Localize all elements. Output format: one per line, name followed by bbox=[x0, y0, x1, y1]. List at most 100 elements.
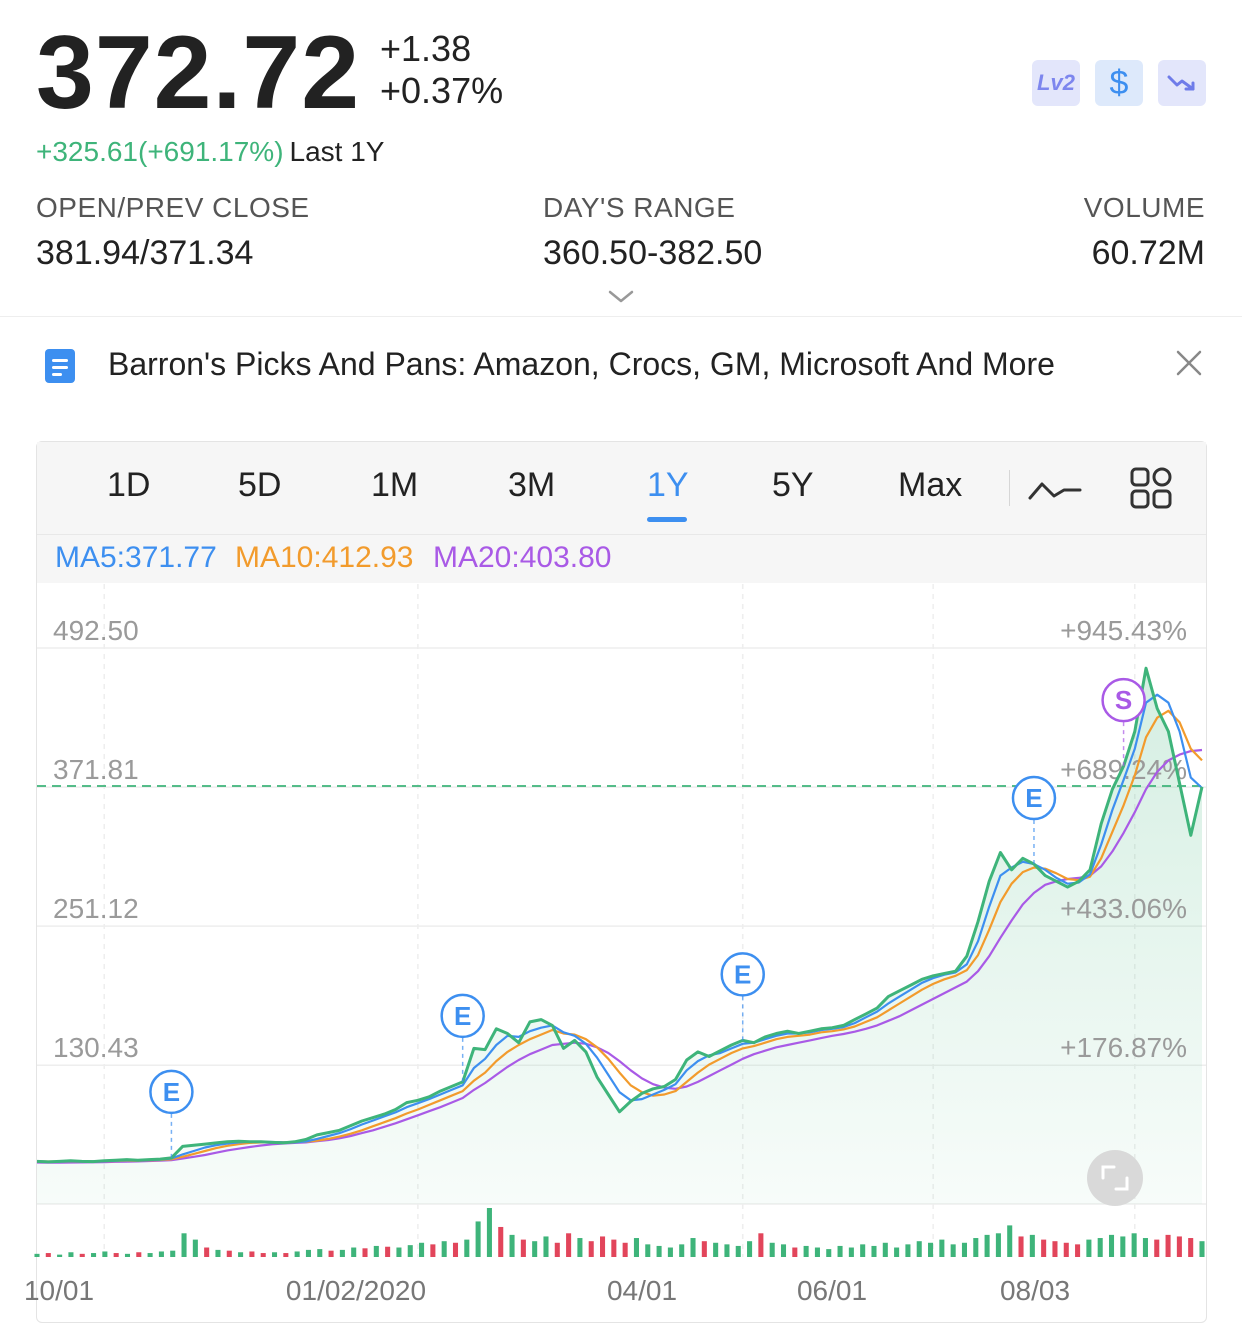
earnings-marker[interactable] bbox=[440, 993, 485, 1039]
volume-bar bbox=[339, 1249, 345, 1257]
volume-bar bbox=[419, 1242, 425, 1257]
chevron-down-icon bbox=[608, 290, 634, 303]
volume-bar bbox=[79, 1253, 85, 1257]
days-range-label: DAY'S RANGE bbox=[543, 192, 736, 223]
volume-bar bbox=[1041, 1239, 1047, 1257]
volume-bar bbox=[916, 1241, 922, 1257]
earnings-marker[interactable] bbox=[149, 1069, 194, 1115]
volume-bar bbox=[158, 1251, 164, 1257]
moving-average-legend: MA5:371.77 MA10:412.93 MA20:403.80 bbox=[37, 535, 1206, 583]
volume-bar bbox=[45, 1253, 51, 1257]
volume-bar bbox=[1199, 1241, 1205, 1257]
x-axis-label: 08/03 bbox=[1000, 1275, 1070, 1306]
earnings-marker-label: E bbox=[1025, 783, 1042, 813]
tab-5y[interactable]: 5Y bbox=[772, 466, 814, 504]
volume-bar bbox=[1063, 1242, 1069, 1257]
volume-bar bbox=[679, 1244, 685, 1257]
volume-bar bbox=[928, 1242, 934, 1257]
volume-bar bbox=[181, 1233, 187, 1257]
volume-bar bbox=[226, 1250, 232, 1257]
open-prev-close-label: OPEN/PREV CLOSE bbox=[36, 192, 310, 223]
volume-bar bbox=[1097, 1238, 1103, 1257]
volume-bar bbox=[973, 1238, 979, 1257]
volume-bar bbox=[68, 1252, 74, 1257]
trend-button[interactable] bbox=[1158, 60, 1206, 106]
volume-bar bbox=[1018, 1236, 1024, 1257]
volume-bar bbox=[1176, 1236, 1182, 1257]
indicator-line-icon[interactable] bbox=[1027, 470, 1083, 506]
split-marker[interactable] bbox=[1101, 677, 1146, 723]
y-axis-label: 130.43 bbox=[53, 1032, 139, 1063]
earnings-marker[interactable] bbox=[720, 952, 765, 997]
price-chart[interactable]: 492.50 371.81 251.12 130.43 +945.43% +689.24%… bbox=[24, 584, 1206, 1322]
volume-bar bbox=[1131, 1233, 1137, 1257]
open-prev-close-value: 381.94/371.34 bbox=[36, 234, 254, 272]
news-banner[interactable]: Barron's Picks And Pans: Amazon, Crocs, … bbox=[0, 320, 1242, 410]
volume-bar bbox=[735, 1245, 741, 1257]
fullscreen-button[interactable] bbox=[1087, 1150, 1143, 1206]
volume-bar bbox=[701, 1241, 707, 1257]
volume-bar bbox=[362, 1248, 368, 1257]
volume-bar bbox=[1007, 1225, 1013, 1257]
news-headline[interactable]: Barron's Picks And Pans: Amazon, Crocs, … bbox=[108, 346, 1055, 382]
tab-1d[interactable]: 1D bbox=[107, 466, 151, 504]
tab-1y[interactable]: 1Y bbox=[647, 466, 689, 504]
dollar-button[interactable]: $ bbox=[1095, 60, 1143, 106]
price-area-fill bbox=[37, 668, 1202, 1204]
volume-bar bbox=[464, 1239, 470, 1257]
volume-bar bbox=[170, 1250, 176, 1257]
volume-bar bbox=[769, 1242, 775, 1257]
volume-bar bbox=[452, 1242, 459, 1257]
tab-1m[interactable]: 1M bbox=[371, 466, 419, 504]
volume-bar bbox=[713, 1242, 719, 1257]
volume-bar bbox=[905, 1244, 911, 1257]
volume-bar bbox=[1188, 1238, 1194, 1257]
level2-label: Lv2 bbox=[1037, 70, 1075, 95]
active-tab-indicator bbox=[647, 517, 687, 522]
quote-header: 372.72 +1.38 +0.37% Lv2 $ +325.61(+691.1… bbox=[0, 0, 1242, 316]
volume-bar bbox=[486, 1208, 492, 1257]
volume-bar bbox=[215, 1249, 221, 1257]
volume-bar bbox=[667, 1247, 673, 1257]
volume-bar bbox=[407, 1245, 413, 1257]
volume-bar bbox=[113, 1253, 119, 1257]
volume-bar bbox=[1052, 1241, 1058, 1257]
price-chart-svg[interactable]: 492.50371.81251.12130.43+945.43%+689.24%… bbox=[24, 584, 1206, 1322]
volume-bar bbox=[124, 1253, 131, 1257]
close-icon[interactable] bbox=[1174, 348, 1204, 378]
chart-card: 1D 5D 1M 3M 1Y 5Y Max MA5:371.77 MA10:41… bbox=[24, 441, 1207, 1323]
volume-bar bbox=[283, 1253, 289, 1257]
volume-bar bbox=[520, 1239, 526, 1257]
x-axis-label: 01/02/2020 bbox=[286, 1275, 426, 1306]
ma20-value: MA20:403.80 bbox=[433, 541, 612, 574]
volume-bar bbox=[192, 1239, 198, 1257]
volume-bar bbox=[373, 1245, 379, 1257]
y-axis-label: 492.50 bbox=[53, 615, 139, 646]
volume-bar bbox=[860, 1244, 866, 1257]
volume-bar bbox=[1086, 1239, 1092, 1257]
days-range-value: 360.50-382.50 bbox=[543, 234, 763, 272]
volume-bar bbox=[1120, 1236, 1126, 1257]
earnings-marker-label: E bbox=[734, 959, 751, 989]
earnings-marker[interactable] bbox=[1011, 775, 1057, 821]
last-price: 372.72 bbox=[36, 15, 361, 131]
y-axis-label: 251.12 bbox=[53, 893, 139, 924]
volume-bar bbox=[204, 1247, 210, 1257]
layout-grid-icon[interactable] bbox=[1129, 466, 1173, 510]
tab-5d[interactable]: 5D bbox=[238, 466, 282, 504]
tab-max[interactable]: Max bbox=[898, 466, 963, 504]
volume-bar bbox=[147, 1253, 153, 1257]
ma5-line bbox=[36, 693, 1203, 1163]
volume-bar bbox=[588, 1241, 594, 1257]
volume-bar bbox=[724, 1244, 730, 1257]
volume-bar bbox=[238, 1252, 244, 1257]
ma10-value: MA10:412.93 bbox=[235, 541, 414, 574]
level2-button[interactable]: Lv2 bbox=[1032, 60, 1080, 106]
volume-bar bbox=[532, 1241, 538, 1257]
tab-3m[interactable]: 3M bbox=[508, 466, 556, 504]
expand-stats-button[interactable] bbox=[608, 290, 634, 309]
volume-label: VOLUME bbox=[1083, 192, 1205, 223]
volume-bar bbox=[351, 1247, 357, 1257]
volume-bar bbox=[803, 1245, 809, 1257]
pct-axis-label: +433.06% bbox=[1060, 893, 1187, 924]
